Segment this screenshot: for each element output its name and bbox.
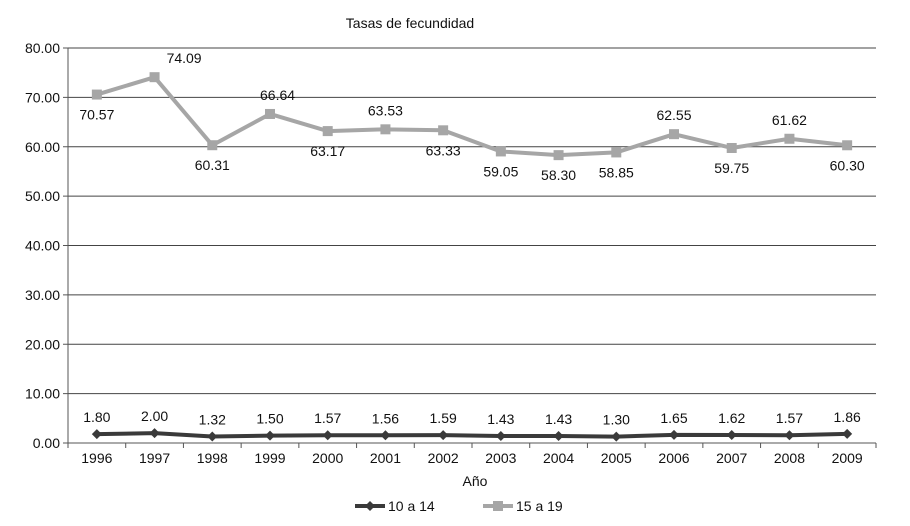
- data-label: 63.33: [426, 142, 461, 158]
- y-tick-label: 80.00: [25, 40, 60, 56]
- legend-label: 10 a 14: [388, 498, 435, 514]
- data-label: 63.53: [368, 102, 403, 118]
- data-point: [322, 430, 333, 441]
- data-point: [842, 428, 853, 439]
- y-tick-label: 0.00: [33, 435, 60, 451]
- y-tick-label: 60.00: [25, 139, 60, 155]
- data-point: [149, 72, 160, 83]
- data-label: 70.57: [79, 107, 114, 123]
- data-point: [380, 124, 391, 135]
- y-tick-label: 40.00: [25, 238, 60, 254]
- data-label: 60.31: [195, 157, 230, 173]
- x-tick-label: 2009: [832, 450, 863, 466]
- data-label: 1.32: [199, 411, 226, 427]
- series-1: [91, 72, 853, 161]
- data-point: [669, 129, 679, 140]
- legend-item: 15 a 19: [483, 498, 563, 514]
- x-tick-label: 1997: [139, 450, 170, 466]
- data-point: [784, 430, 795, 441]
- data-point: [149, 428, 160, 439]
- data-label: 1.62: [718, 410, 745, 426]
- data-point: [438, 125, 449, 136]
- x-tick-label: 2000: [312, 450, 343, 466]
- legend-label: 15 a 19: [516, 498, 563, 514]
- data-label: 1.80: [83, 409, 110, 425]
- data-point: [438, 430, 449, 441]
- data-label: 60.30: [830, 157, 865, 173]
- y-axis-ticks: 0.00 10.00 20.00 30.00 40.00 50.00 60.00 70.00 8…: [25, 40, 68, 451]
- data-label: 1.59: [430, 410, 457, 426]
- x-tick-label: 2001: [370, 450, 401, 466]
- series-lines: [91, 72, 853, 442]
- data-label: 61.62: [772, 112, 807, 128]
- legend: 10 a 14 15 a 19: [355, 498, 563, 514]
- y-tick-label: 10.00: [25, 386, 60, 402]
- data-labels: 1.80 2.00 1.32 1.50 1.57 1.56 1.59 1.43 1.43 1.30…: [79, 50, 865, 427]
- x-axis-title: Año: [463, 473, 488, 489]
- data-point: [265, 108, 275, 119]
- data-point: [91, 89, 102, 100]
- data-point: [91, 429, 102, 440]
- data-label: 1.86: [834, 409, 861, 425]
- data-label: 1.43: [545, 411, 572, 427]
- x-axis-ticks: 1996 1997 1998 1999 2000 2001 2002 2003 2004 2005…: [67, 443, 877, 466]
- data-point: [380, 430, 391, 441]
- data-label: 59.05: [483, 163, 518, 179]
- data-point: [842, 140, 853, 151]
- data-point: [784, 133, 795, 144]
- data-point: [365, 501, 375, 511]
- y-tick-label: 70.00: [25, 89, 60, 105]
- data-label: 1.30: [603, 412, 630, 428]
- data-point: [265, 430, 275, 441]
- y-tick-label: 20.00: [25, 336, 60, 352]
- x-tick-label: 1999: [254, 450, 285, 466]
- x-tick-label: 2006: [658, 450, 689, 466]
- x-tick-label: 2003: [485, 450, 516, 466]
- data-point: [493, 501, 503, 511]
- series-line: [96, 75, 848, 158]
- data-point: [553, 150, 564, 161]
- y-tick-label: 50.00: [25, 188, 60, 204]
- legend-item: 10 a 14: [355, 498, 435, 514]
- data-label: 58.30: [541, 167, 576, 183]
- data-point: [611, 147, 622, 158]
- gridlines: [68, 47, 876, 395]
- data-point: [322, 126, 333, 137]
- data-label: 62.55: [656, 107, 691, 123]
- data-label: 58.85: [599, 164, 634, 180]
- data-label: 1.50: [256, 411, 283, 427]
- data-label: 1.43: [487, 411, 514, 427]
- data-point: [207, 431, 218, 442]
- y-tick-label: 30.00: [25, 287, 60, 303]
- data-point: [553, 430, 564, 441]
- data-point: [495, 146, 506, 157]
- data-point: [726, 142, 737, 153]
- x-tick-label: 2005: [601, 450, 632, 466]
- data-label: 66.64: [260, 87, 295, 103]
- x-tick-label: 2004: [543, 450, 574, 466]
- x-tick-label: 1998: [197, 450, 228, 466]
- series-0: [91, 428, 853, 442]
- data-point: [207, 140, 218, 151]
- x-tick-label: 1996: [81, 450, 112, 466]
- data-point: [669, 429, 679, 440]
- data-point: [495, 430, 506, 441]
- chart-title: Tasas de fecundidad: [346, 15, 474, 31]
- data-label: 59.75: [714, 160, 749, 176]
- data-point: [611, 431, 622, 442]
- data-label: 1.65: [660, 410, 687, 426]
- data-label: 63.17: [310, 143, 345, 159]
- data-label: 2.00: [141, 408, 168, 424]
- data-label: 1.57: [314, 410, 341, 426]
- series-line: [96, 431, 848, 439]
- data-label: 1.56: [372, 410, 399, 426]
- data-point: [726, 430, 737, 441]
- data-label: 1.57: [776, 410, 803, 426]
- x-tick-label: 2008: [774, 450, 805, 466]
- data-label: 74.09: [167, 50, 202, 66]
- x-tick-label: 2002: [428, 450, 459, 466]
- x-tick-label: 2007: [716, 450, 747, 466]
